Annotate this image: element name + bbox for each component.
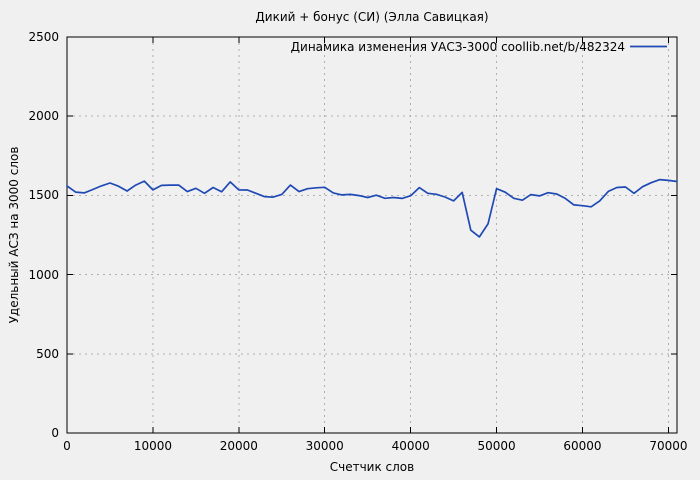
chart-title: Дикий + бонус (СИ) (Элла Савицкая): [255, 10, 489, 24]
y-tick-label: 2000: [28, 109, 59, 124]
legend-label: Динамика изменения УАСЗ-3000 coollib.net…: [290, 40, 625, 54]
x-tick-label: 40000: [391, 439, 430, 453]
x-tick-label: 30000: [305, 439, 344, 453]
y-axis-title: Удельный АСЗ на 3000 слов: [7, 146, 21, 324]
y-tick-label: 1000: [28, 267, 59, 282]
x-tick-label: 20000: [219, 439, 258, 453]
x-tick-label: 0: [63, 439, 71, 453]
x-tick-label: 70000: [649, 439, 688, 453]
data-series-line: [66, 178, 678, 238]
y-tick-label: 2500: [28, 30, 59, 44]
y-tick-label: 0: [51, 426, 59, 440]
y-tick-label: 1500: [28, 188, 59, 203]
x-tick-label: 10000: [133, 439, 172, 453]
plot-border: [66, 36, 678, 434]
x-tick-label: 60000: [563, 439, 602, 453]
x-tick-label: 50000: [477, 439, 516, 453]
x-axis-title: Счетчик слов: [329, 460, 415, 474]
y-tick-label: 500: [36, 346, 59, 361]
